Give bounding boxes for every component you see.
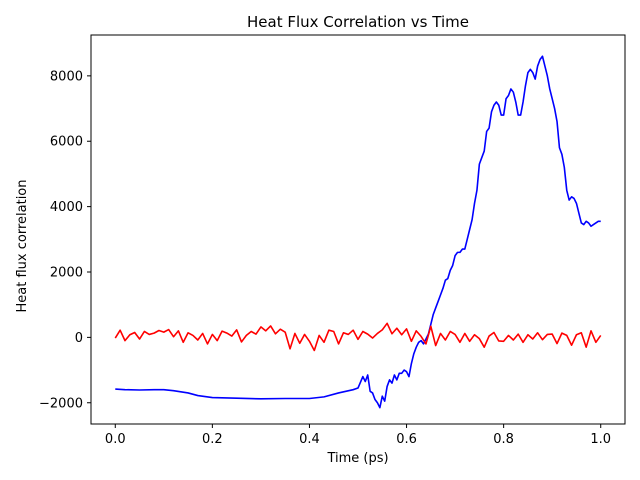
series-line-0 [115, 55, 601, 409]
y-axis-label: Heat flux correlation [15, 180, 30, 313]
plot-frame [90, 34, 626, 425]
x-tick-label: 0.0 [105, 432, 126, 447]
plot-area [114, 55, 602, 409]
x-axis: 0.0 0.2 0.4 0.6 0.8 1.0 [105, 424, 611, 447]
series-line-1 [114, 322, 602, 352]
x-tick-label: 0.4 [299, 432, 320, 447]
y-tick-label: 8000 [50, 69, 83, 84]
x-axis-label: Time (ps) [326, 451, 388, 466]
x-tick-label: 0.6 [396, 432, 417, 447]
y-tick-label: 2000 [50, 265, 83, 280]
y-tick-label: 6000 [50, 135, 83, 150]
y-axis: −2000 0 2000 4000 6000 8000 [39, 69, 91, 411]
y-tick-label: 4000 [50, 200, 83, 215]
x-tick-label: 1.0 [590, 432, 611, 447]
y-tick-label: −2000 [39, 396, 83, 411]
chart-title: Heat Flux Correlation vs Time [247, 13, 469, 31]
x-tick-label: 0.8 [493, 432, 514, 447]
y-tick-label: 0 [75, 331, 83, 346]
x-tick-label: 0.2 [202, 432, 223, 447]
